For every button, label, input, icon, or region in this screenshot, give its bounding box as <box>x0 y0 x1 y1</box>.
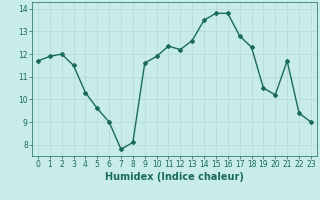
X-axis label: Humidex (Indice chaleur): Humidex (Indice chaleur) <box>105 172 244 182</box>
